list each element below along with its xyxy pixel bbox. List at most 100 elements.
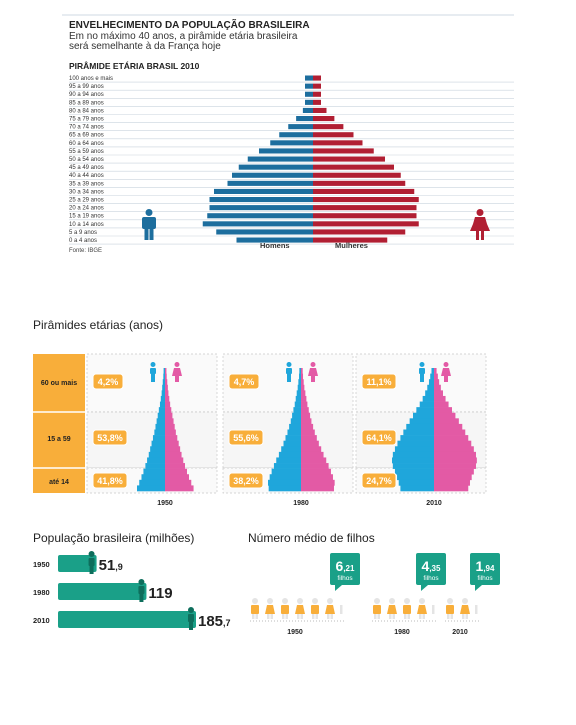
women-bar (301, 429, 315, 436)
girl-icon (387, 598, 397, 619)
women-bar (313, 205, 417, 211)
partial-child-icon (340, 605, 343, 614)
women-bar (434, 479, 470, 486)
women-bar (165, 446, 181, 453)
women-bar (165, 368, 167, 374)
women-bar (301, 457, 327, 464)
women-bar (165, 435, 178, 441)
age-tick-label: 90 a 94 anos (69, 92, 104, 98)
women-bar (313, 75, 321, 81)
partial-child-icon (475, 605, 478, 614)
percent-badge (228, 429, 264, 446)
women-bar (434, 384, 441, 391)
men-bar (150, 446, 165, 453)
subtitle-line-1: Em no máximo 40 anos, a pirâmide etária … (69, 31, 298, 42)
men-bar (259, 148, 313, 154)
men-bar (147, 457, 165, 464)
men-bar (151, 440, 165, 447)
women-bar (434, 451, 476, 458)
men-bar (155, 423, 165, 430)
men-bar (227, 180, 313, 186)
subtitle-line-2: será semelhante à da França hoje (69, 41, 221, 52)
women-bar (434, 429, 466, 436)
age-tick-label: 65 a 69 anos (69, 133, 104, 139)
age-tick-label: 85 a 89 anos (69, 100, 104, 106)
year-label: 1950 (287, 629, 303, 636)
women-bar (434, 440, 472, 447)
women-bar (434, 446, 474, 453)
men-bar (406, 423, 434, 430)
age-tick-label: 70 a 74 anos (69, 125, 104, 131)
men-bar (400, 485, 434, 492)
women-bar (313, 124, 344, 130)
women-bar (165, 463, 185, 469)
children-unit: filhos (337, 575, 353, 582)
women-bar (313, 197, 419, 203)
men-bar (202, 221, 313, 227)
row-label: até 14 (49, 479, 69, 486)
men-bar (139, 479, 165, 486)
men-bar (297, 384, 301, 391)
legend-men-label: Homens (260, 241, 290, 250)
age-tick-label: 75 a 79 anos (69, 117, 104, 123)
population-value: 51,9 (99, 557, 123, 574)
women-bar (301, 384, 305, 391)
headline: ENVELHECIMENTO DA POPULAÇÃO BRASILEIRA (69, 18, 310, 31)
men-bar (392, 457, 434, 464)
men-bar (281, 446, 301, 453)
percent-badge (92, 472, 128, 489)
women-bar (313, 188, 415, 194)
woman-icon (441, 362, 451, 382)
men-bar (305, 83, 313, 89)
men-bar (397, 440, 434, 447)
women-bar (434, 395, 446, 402)
women-bar (165, 395, 170, 402)
women-bar (434, 418, 459, 425)
percent-badge (92, 429, 128, 446)
men-bar (403, 429, 434, 436)
women-bar (313, 229, 406, 235)
percent-label: 11,1% (366, 377, 391, 387)
population-bar (58, 611, 196, 628)
men-bar (427, 384, 434, 391)
man-icon (419, 362, 425, 382)
women-bar (165, 373, 167, 380)
men-bar (296, 390, 301, 397)
men-bar (273, 463, 301, 469)
men-bar (394, 468, 434, 475)
men-bar (398, 479, 434, 486)
women-bar (434, 463, 476, 469)
men-bar (247, 156, 313, 162)
men-bar (416, 407, 434, 414)
year-label: 1980 (394, 629, 410, 636)
row-label: 15 a 59 (47, 436, 70, 443)
women-bar (301, 463, 329, 469)
men-bar (270, 140, 313, 146)
percent-label: 55,6% (233, 433, 259, 443)
women-bar (165, 423, 175, 430)
men-bar (232, 172, 313, 178)
men-bar (209, 205, 313, 211)
population-bar (58, 555, 97, 572)
population-bar (58, 583, 147, 600)
population-chart: 1950 51,9 1980 119 2010 185,7 (33, 551, 231, 630)
women-bar (165, 379, 168, 386)
women-bar (313, 107, 327, 113)
men-bar (145, 463, 165, 469)
men-bar (209, 197, 313, 203)
pyramids-title: Pirâmides etárias (anos) (33, 318, 164, 332)
women-bar (301, 485, 334, 492)
age-tick-label: 45 a 49 anos (69, 165, 104, 171)
percent-badge (92, 373, 124, 390)
girl-icon (265, 598, 275, 619)
men-bar (413, 412, 434, 419)
men-bar (290, 418, 301, 425)
women-bar (313, 91, 321, 97)
women-bar (313, 99, 321, 105)
women-bar (313, 148, 374, 154)
percent-label: 4,2% (98, 377, 119, 387)
men-bar (400, 435, 434, 441)
men-bar (238, 164, 313, 170)
